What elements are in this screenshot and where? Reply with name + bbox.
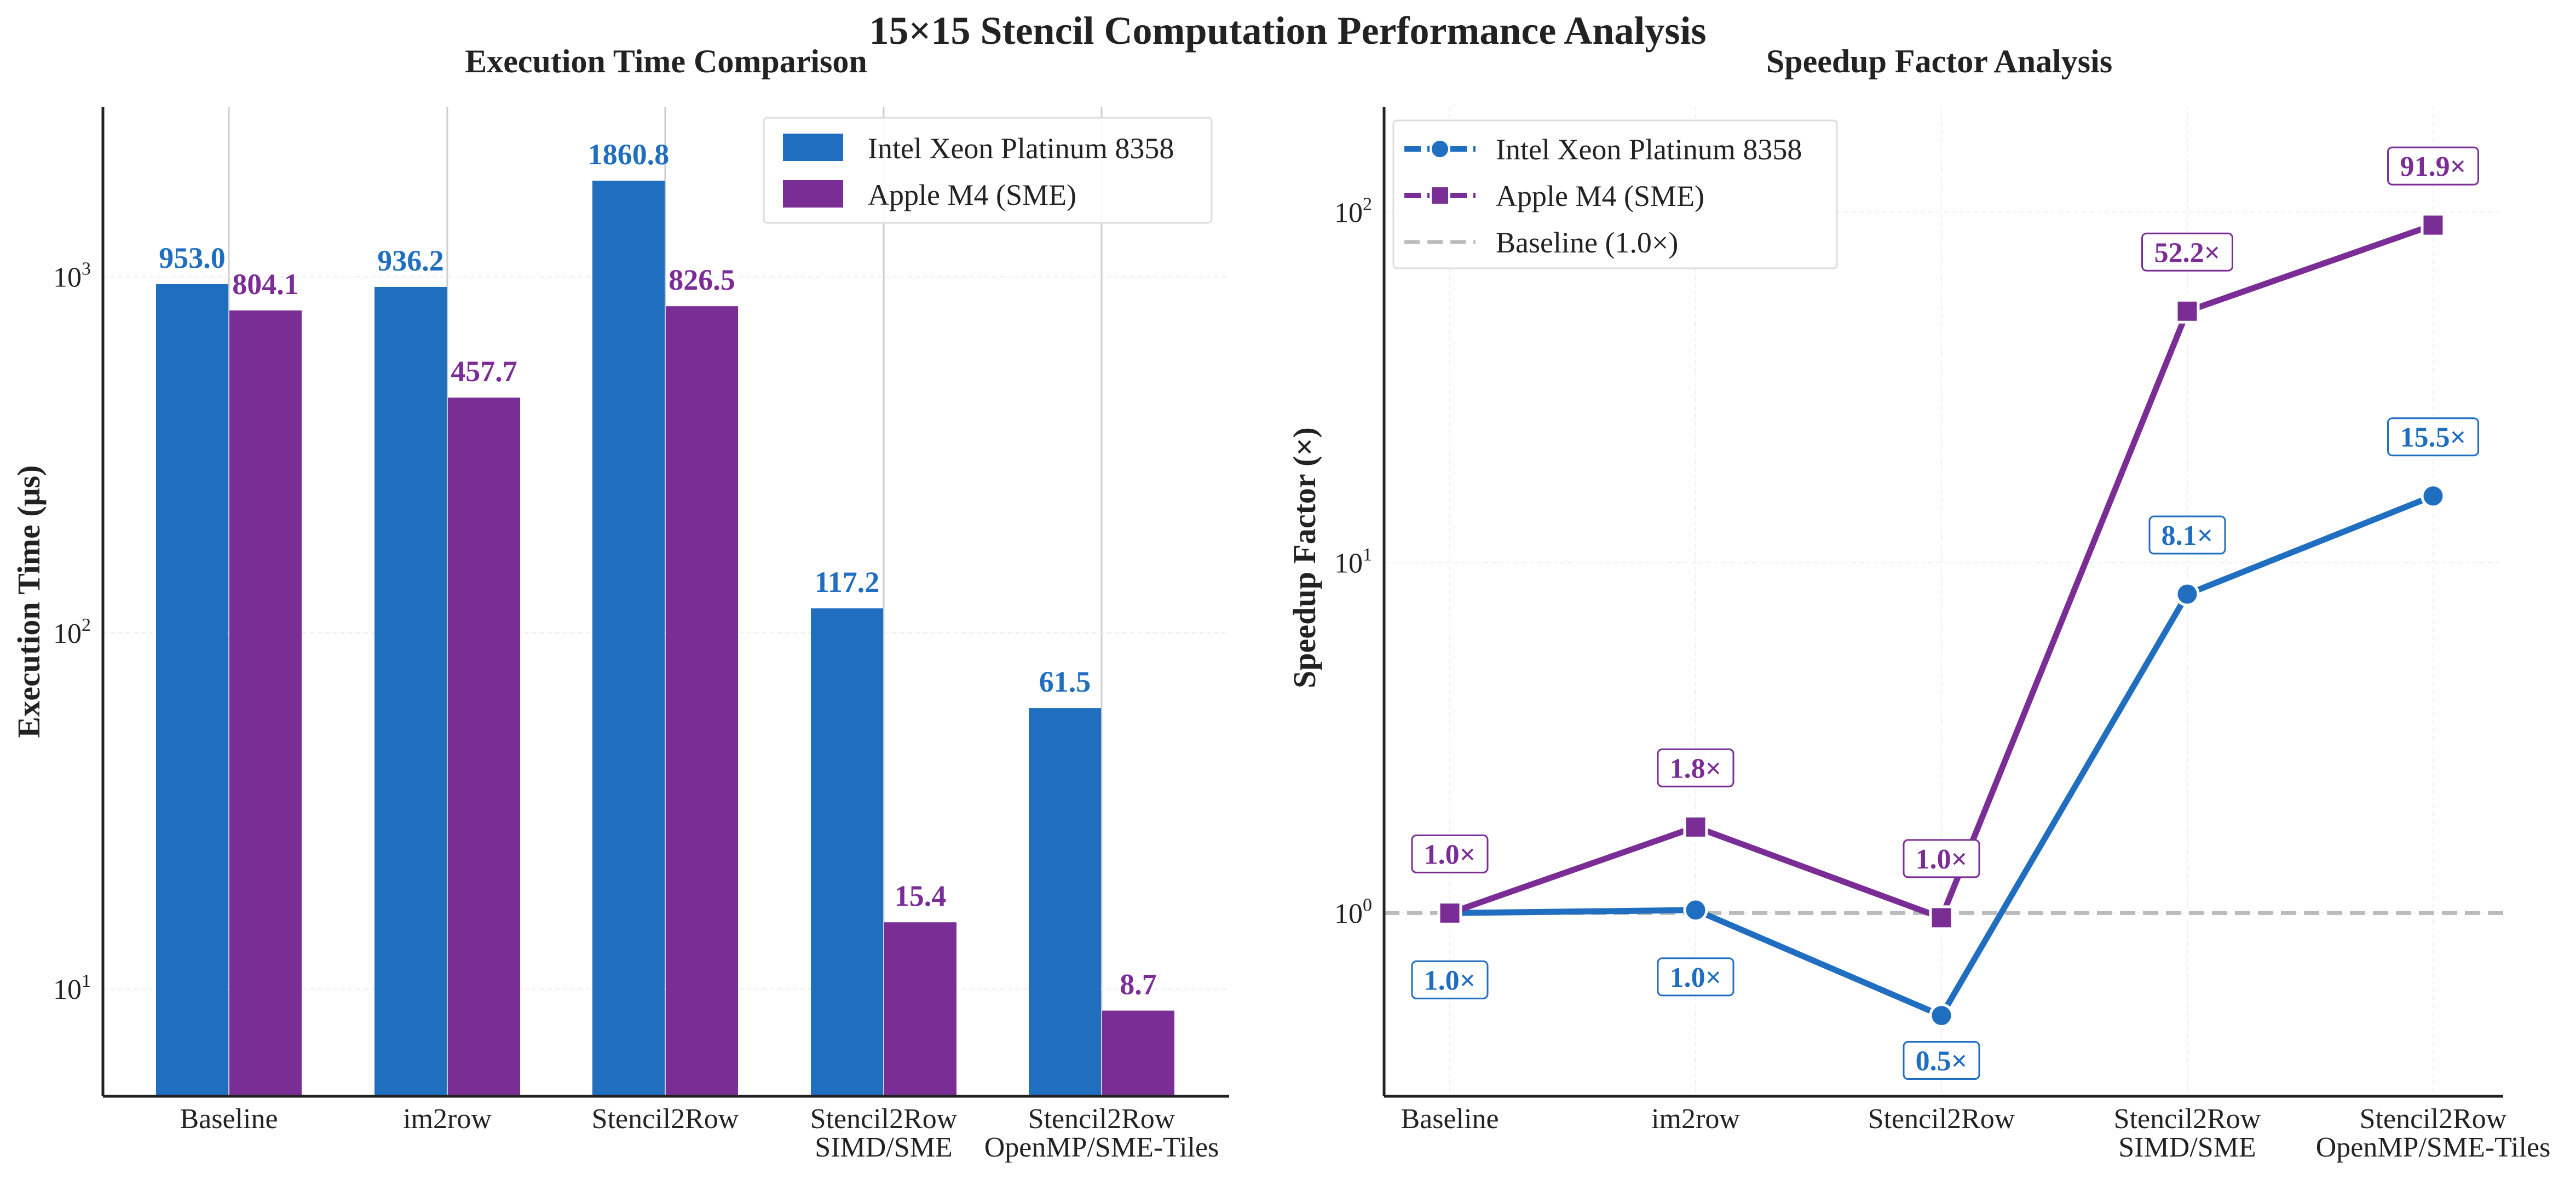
bar-intel	[156, 284, 228, 1096]
point-marker	[1437, 900, 1462, 925]
bar-value-label: 1860.8	[588, 138, 670, 171]
chart-title: Speedup Factor Analysis	[1766, 43, 2112, 79]
legend-marker	[1430, 139, 1450, 159]
legend: Intel Xeon Platinum 8358 Apple M4 (SME)	[763, 117, 1213, 224]
bar-intel	[592, 180, 665, 1097]
point-marker	[1929, 905, 1954, 930]
bar-apple	[884, 922, 956, 1096]
x-tick-label-line-0: Stencil2Row	[2114, 1103, 2261, 1135]
y-tick-label: 102	[1334, 194, 1372, 229]
point-value-label: 1.8×	[1670, 753, 1722, 784]
point-label-box	[2387, 417, 2479, 457]
bar-value-label: 457.7	[451, 355, 517, 388]
bar-value-label: 826.5	[669, 263, 735, 296]
legend-marker	[1430, 185, 1450, 206]
point-marker	[2175, 298, 2200, 324]
y-axis-label: Speedup Factor (×)	[1287, 427, 1322, 688]
execution-time-chart: Execution Time Comparison 953.0 936.2 1860.…	[11, 43, 1229, 1163]
point-marker	[2421, 484, 2446, 509]
bar-apple	[448, 398, 520, 1096]
legend-box	[763, 117, 1213, 224]
point-value-label: 52.2×	[2154, 237, 2221, 268]
point-value-label: 0.5×	[1916, 1046, 1968, 1077]
speedup-chart: Speedup Factor Analysis 1.0× 1.0× 0.5× 8.1× 1…	[1287, 43, 2550, 1163]
point-marker	[1683, 814, 1708, 839]
x-tick-label-line-0: im2row	[1651, 1103, 1740, 1135]
legend: Intel Xeon Platinum 8358 Apple M4 (SME) Ba…	[1392, 119, 1838, 269]
legend-label: Intel Xeon Platinum 8358	[868, 132, 1174, 165]
point-marker	[1929, 1003, 1954, 1028]
bar-value-label: 953.0	[159, 241, 226, 274]
bar-apple	[229, 310, 302, 1097]
x-tick-label-line-0: Baseline	[1401, 1103, 1499, 1135]
y-axis-label: Execution Time (μs)	[11, 465, 47, 738]
point-label-box	[2141, 232, 2233, 272]
bar-intel	[374, 286, 447, 1096]
legend-swatch	[783, 134, 843, 161]
bar-value-label: 8.7	[1120, 968, 1157, 1001]
point-value-label: 8.1×	[2162, 520, 2214, 551]
point-label-box	[2148, 515, 2226, 555]
legend-label: Baseline (1.0×)	[1496, 226, 1678, 259]
point-value-label: 91.9×	[2400, 151, 2466, 182]
point-label-box	[1657, 748, 1734, 787]
x-tick-label-line-1: SIMD/SME	[815, 1132, 952, 1163]
x-tick-label-line-0: Stencil2Row	[592, 1103, 739, 1135]
bar-value-label: 15.4	[895, 879, 947, 912]
bar-apple	[1102, 1010, 1174, 1096]
bar-intel	[1029, 708, 1101, 1096]
legend-label: Apple M4 (SME)	[1496, 180, 1704, 212]
bar-value-label: 936.2	[377, 244, 444, 277]
x-tick-label-line-0: Stencil2Row	[1028, 1103, 1175, 1135]
x-tick-label-line-1: SIMD/SME	[2118, 1132, 2256, 1163]
y-tick-label: 102	[53, 615, 91, 649]
point-label-box	[1657, 957, 1734, 997]
point-value-label: 1.0×	[1916, 844, 1968, 875]
x-tick-label-line-0: Stencil2Row	[1868, 1103, 2015, 1135]
point-label-box	[1411, 960, 1489, 999]
point-value-label: 1.0×	[1424, 839, 1476, 870]
y-tick-label: 101	[1334, 545, 1372, 579]
x-tick-label-line-1: OpenMP/SME-Tiles	[2316, 1132, 2551, 1163]
point-label-box	[1411, 834, 1489, 873]
legend-box	[1392, 119, 1838, 269]
bar-value-label: 804.1	[232, 268, 299, 301]
x-tick-label-line-0: Baseline	[180, 1103, 278, 1135]
legend-label: Intel Xeon Platinum 8358	[1496, 133, 1802, 166]
point-value-label: 1.0×	[1670, 962, 1722, 993]
point-label-box	[2387, 146, 2479, 186]
y-tick-label: 101	[53, 971, 91, 1005]
point-label-box	[1903, 839, 1980, 878]
y-tick-label: 103	[53, 258, 91, 293]
x-tick-label-line-0: im2row	[403, 1103, 492, 1135]
legend-label: Apple M4 (SME)	[868, 179, 1076, 211]
bar-apple	[666, 306, 738, 1097]
figure-title: 15×15 Stencil Computation Performance An…	[869, 9, 1707, 53]
point-label-box	[1903, 1041, 1980, 1080]
point-value-label: 1.0×	[1424, 965, 1476, 996]
x-tick-label-line-0: Stencil2Row	[810, 1103, 958, 1135]
legend-swatch	[783, 180, 843, 208]
point-value-label: 15.5×	[2400, 422, 2466, 453]
chart-title: Execution Time Comparison	[465, 43, 867, 79]
x-tick-label-line-1: OpenMP/SME-Tiles	[984, 1132, 1219, 1163]
point-marker	[2175, 582, 2200, 607]
bar-value-label: 117.2	[815, 566, 880, 599]
point-marker	[1683, 898, 1708, 923]
y-tick-label: 100	[1334, 895, 1372, 929]
point-marker	[2421, 212, 2446, 238]
x-tick-label-line-0: Stencil2Row	[2360, 1103, 2507, 1135]
bar-intel	[811, 608, 883, 1096]
bar-value-label: 61.5	[1039, 665, 1091, 698]
